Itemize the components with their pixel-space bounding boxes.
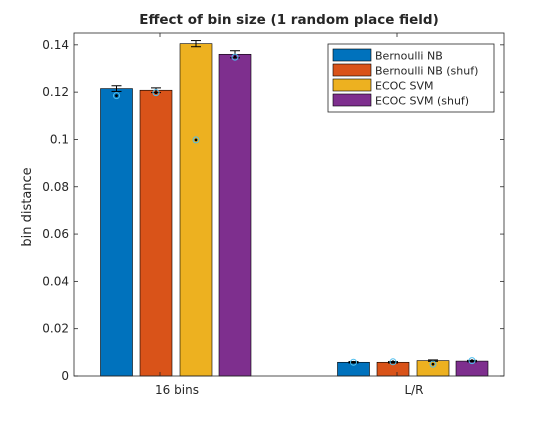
bar: [179, 43, 213, 377]
data-point-center: [431, 362, 435, 366]
x-tick-label: L/R: [404, 383, 423, 397]
data-point-center: [352, 360, 355, 364]
legend-swatch: [332, 78, 372, 92]
legend-label: ECOC SVM: [375, 80, 433, 93]
data-point-marker: [113, 92, 120, 100]
y-tick-label: 0.08: [42, 180, 69, 194]
data-point-marker: [389, 358, 397, 366]
legend-label: Bernoulli NB: [375, 50, 443, 63]
legend-swatch: [332, 48, 372, 62]
legend-label: Bernoulli NB (shuf): [375, 65, 478, 78]
data-point-marker: [468, 357, 476, 365]
y-tick-label: 0.12: [42, 85, 69, 99]
axes-layer: 0 0.02 0.04 0.06 0.08 0.1 0.12 0.14 16 bins L/R: [42, 32, 505, 397]
legend: Bernoulli NB Bernoulli NB (shuf) ECOC SVM E…: [327, 43, 495, 113]
x-tick-label: 16 bins: [155, 383, 199, 397]
data-point-marker: [192, 136, 200, 144]
chart-title: Effect of bin size (1 random place field…: [139, 12, 439, 28]
bars-layer: [100, 40, 489, 377]
y-axis-label: bin distance: [20, 167, 35, 246]
bar: [218, 53, 252, 377]
data-point-marker: [429, 360, 437, 368]
data-point-marker: [350, 358, 357, 366]
data-point-center: [233, 55, 237, 59]
data-point-center: [194, 138, 198, 142]
data-point-marker: [231, 53, 239, 61]
y-tick-label: 0.02: [42, 322, 69, 336]
y-tick-label: 0.14: [42, 38, 69, 52]
y-tick-label: 0.1: [50, 132, 69, 146]
bar: [139, 89, 173, 377]
legend-swatch: [332, 63, 372, 77]
data-point-marker: [152, 89, 160, 97]
y-tick-label: 0.06: [42, 227, 69, 241]
axes-box: [73, 32, 505, 377]
bar: [337, 361, 370, 377]
data-point-center: [115, 94, 118, 98]
data-point-center: [470, 359, 474, 363]
y-tick-label: 0: [61, 369, 69, 383]
legend-swatch: [332, 93, 372, 107]
y-tick-label: 0.04: [42, 274, 69, 288]
bar: [100, 88, 133, 377]
legend-label: ECOC SVM (shuf): [375, 95, 469, 108]
data-point-center: [391, 360, 395, 364]
data-point-center: [154, 91, 158, 95]
